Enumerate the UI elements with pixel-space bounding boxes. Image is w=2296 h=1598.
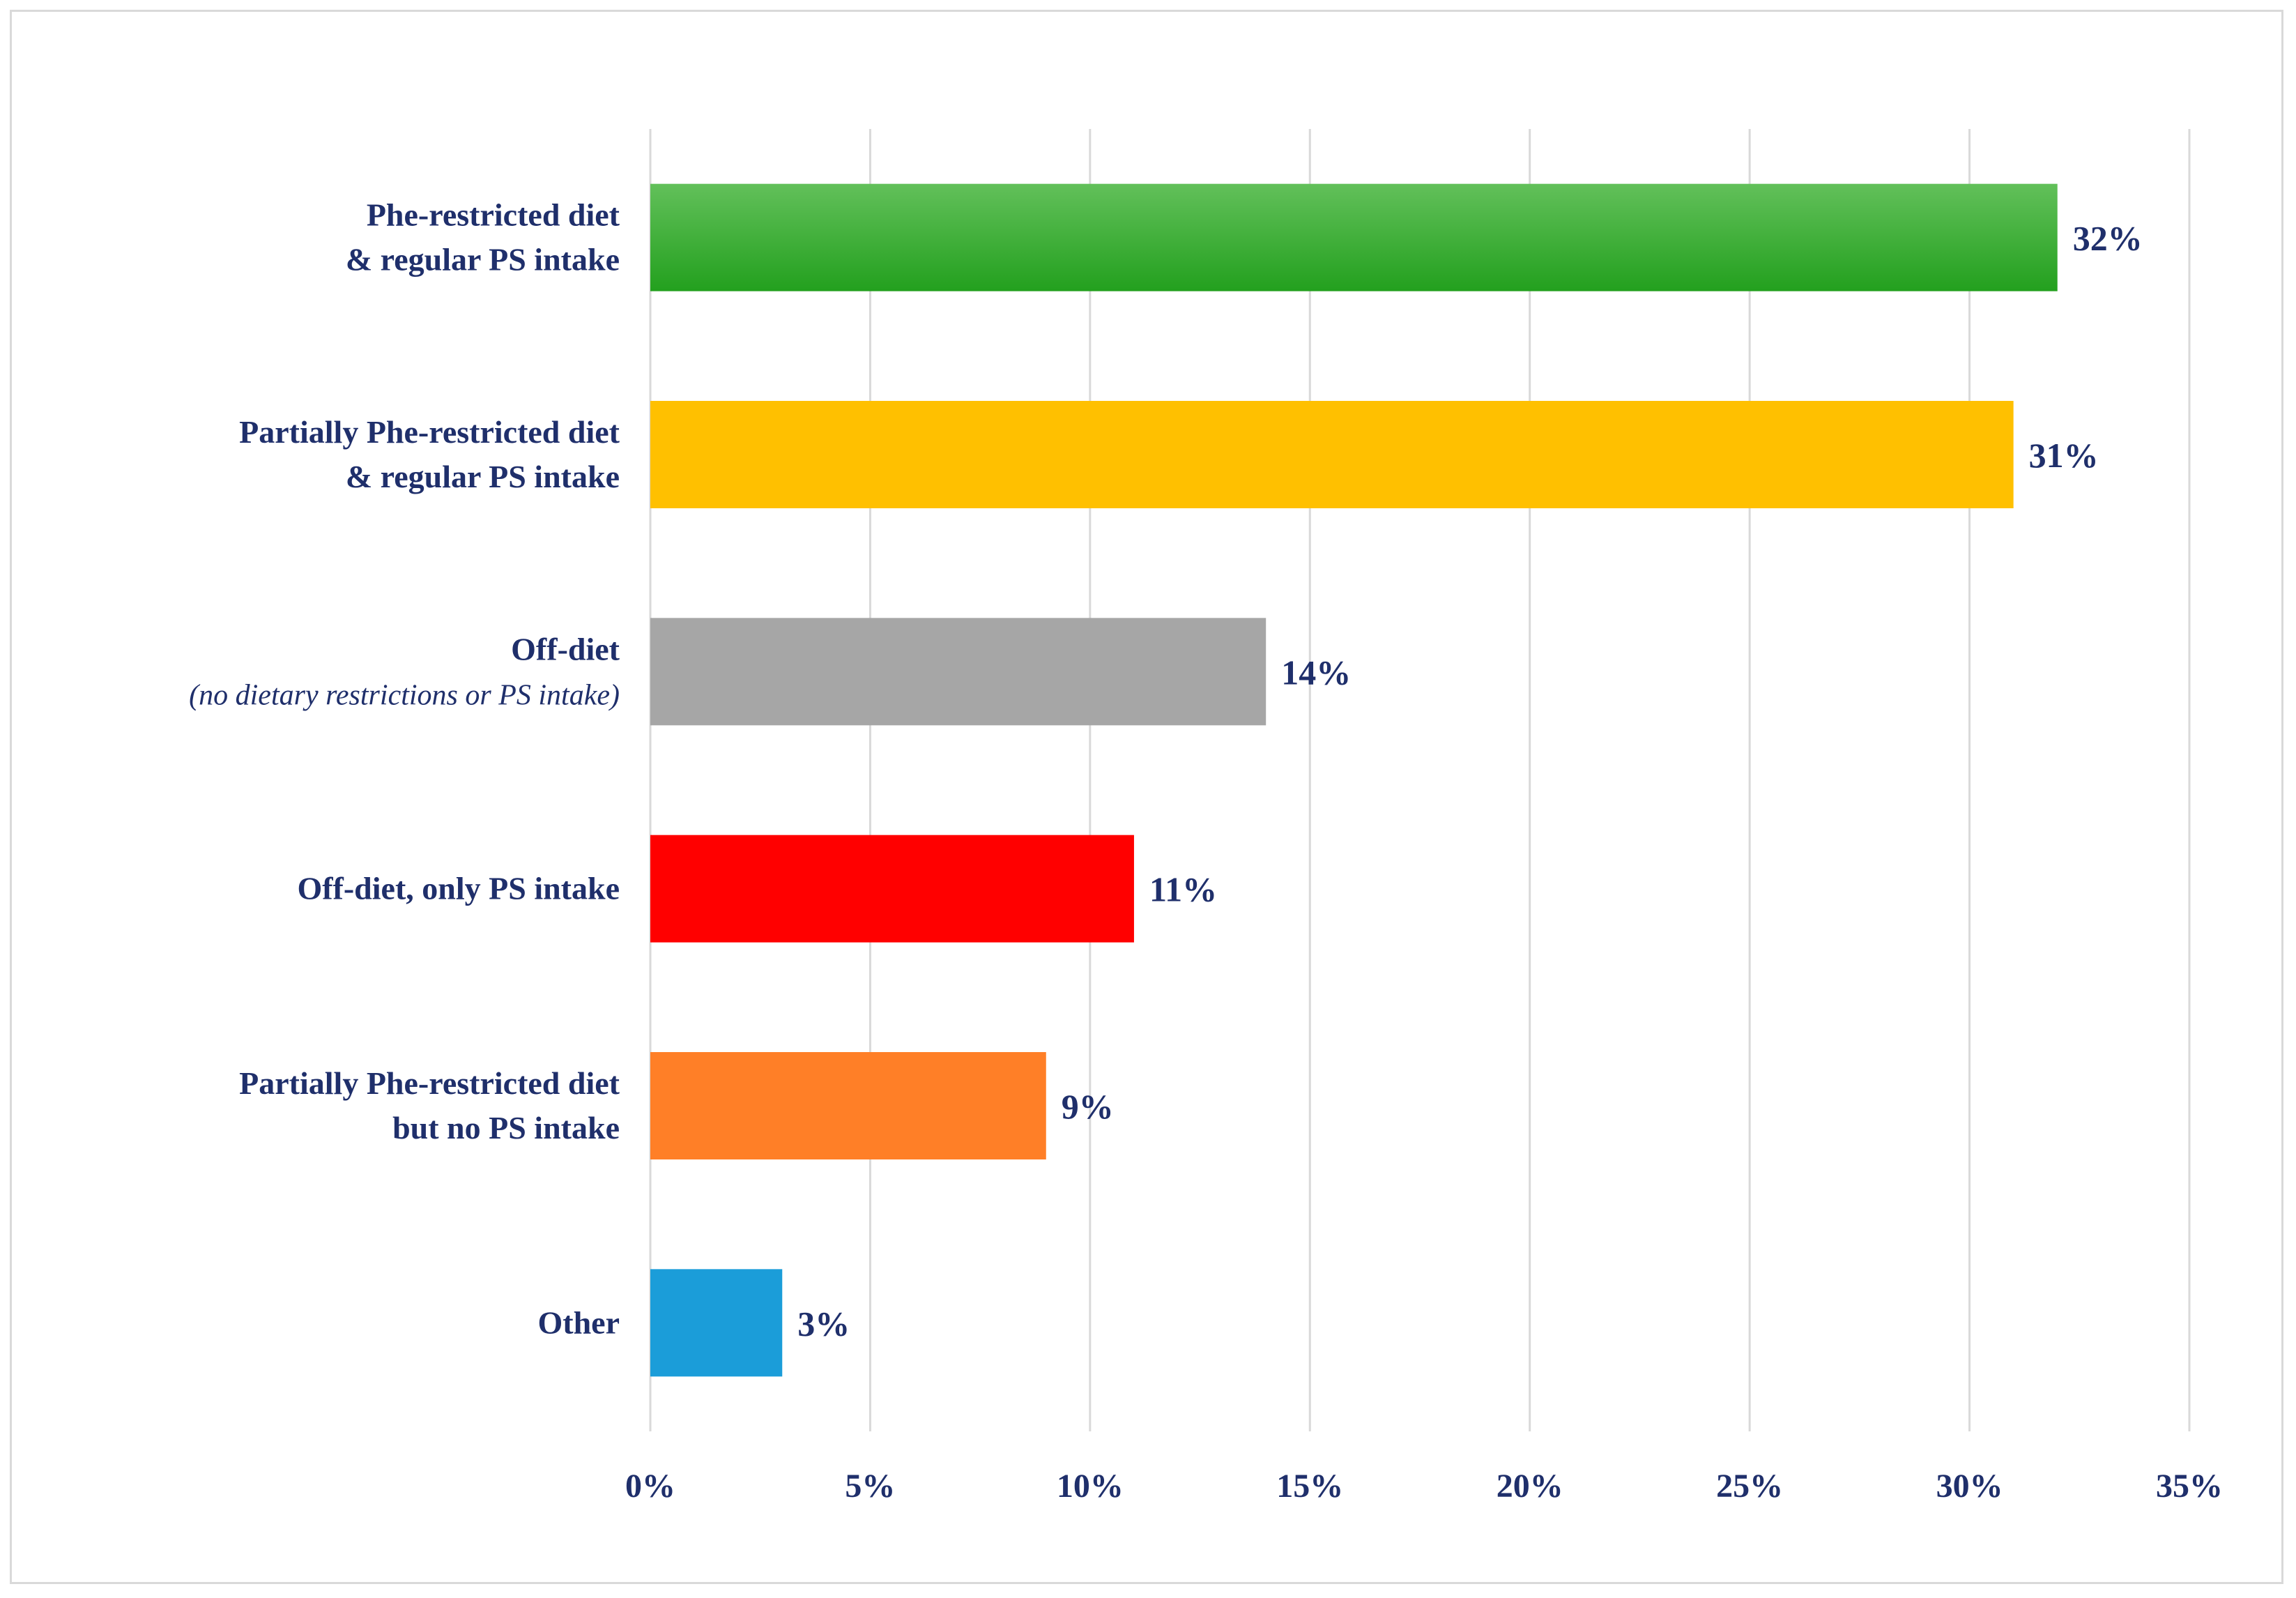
bar-phe-restricted <box>650 183 2058 291</box>
data-labels: 32% 31% 14% 11% 9% 3% <box>797 219 2142 1344</box>
bar-off-diet-only-ps <box>650 835 1134 943</box>
category-labels: Phe-restricted diet & regular PS intake Pa… <box>189 197 620 1341</box>
category-label-off-diet-only-ps: Off-diet, only PS intake <box>297 871 620 906</box>
x-tick-label: 25% <box>1716 1468 1783 1505</box>
category-label-partially-phe-restricted-regular-ps: & regular PS intake <box>346 459 620 494</box>
data-label-partially-phe-restricted-regular-ps: 31% <box>2029 436 2099 475</box>
x-tick-label: 30% <box>1936 1468 2003 1505</box>
data-label-partially-phe-restricted-no-ps: 9% <box>1062 1087 1114 1126</box>
data-label-other: 3% <box>797 1304 850 1343</box>
x-tick-label: 10% <box>1057 1468 1124 1505</box>
data-label-off-diet-only-ps: 11% <box>1149 870 1217 909</box>
data-label-phe-restricted: 32% <box>2073 219 2143 258</box>
data-label-off-diet: 14% <box>1281 653 1351 692</box>
x-tick-label: 35% <box>2156 1468 2223 1505</box>
x-tick-label: 15% <box>1276 1468 1343 1505</box>
bar-partially-phe-restricted-no-ps <box>650 1052 1046 1159</box>
bars <box>650 183 2058 1377</box>
bar-partially-phe-restricted-regular-ps <box>650 401 2014 508</box>
category-label-off-diet: Off-diet <box>511 631 620 667</box>
bar-chart: Phe-restricted diet & regular PS intake Pa… <box>189 129 2223 1505</box>
gridlines <box>649 129 2191 1431</box>
category-label-other: Other <box>537 1304 620 1340</box>
x-tick-label: 5% <box>845 1468 895 1505</box>
x-tick-label: 20% <box>1497 1468 1563 1505</box>
x-tick-label: 0% <box>625 1468 675 1505</box>
category-label-partially-phe-restricted-regular-ps: Partially Phe-restricted diet <box>239 414 620 450</box>
category-label-phe-restricted: Phe-restricted diet <box>367 197 620 233</box>
category-label-phe-restricted: & regular PS intake <box>346 242 620 277</box>
bar-off-diet <box>650 618 1266 726</box>
x-axis-ticks: 0% 5% 10% 15% 20% 25% 30% 35% <box>625 1468 2223 1505</box>
chart-frame: Phe-restricted diet & regular PS intake Pa… <box>10 10 2283 1584</box>
category-sublabel-off-diet: (no dietary restrictions or PS intake) <box>189 679 620 711</box>
category-label-partially-phe-restricted-no-ps: Partially Phe-restricted diet <box>239 1065 620 1101</box>
category-label-partially-phe-restricted-no-ps: but no PS intake <box>392 1110 620 1146</box>
bar-other <box>650 1269 783 1377</box>
